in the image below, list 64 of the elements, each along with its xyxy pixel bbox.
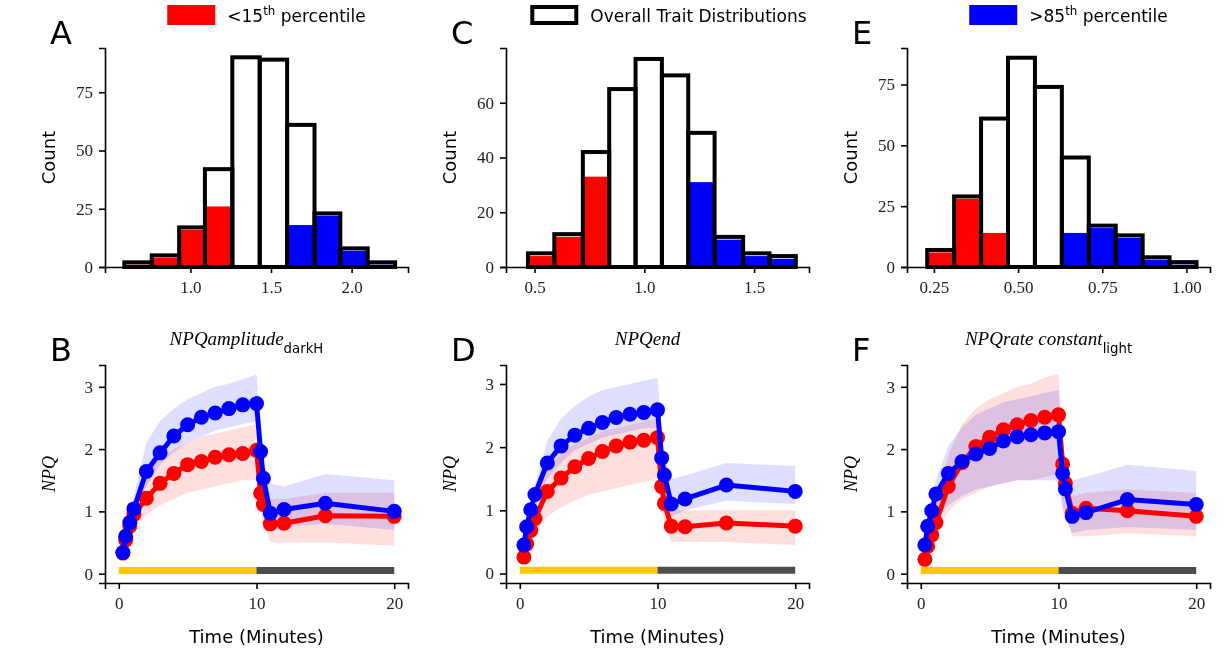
y-tick-label: 1: [84, 502, 93, 522]
y-tick-label: 25: [76, 199, 93, 219]
x-axis-title: Time (Minutes): [589, 626, 725, 647]
legend-label: Overall Trait Distributions: [590, 6, 807, 26]
x-tick-label: 20: [787, 594, 805, 614]
x-tick-label: 1.0: [634, 278, 656, 298]
y-tick-label: 3: [886, 377, 895, 397]
y-axis-title: NPQ: [440, 456, 460, 493]
y-tick-label: 50: [878, 136, 895, 156]
y-axis-title: Count: [840, 130, 861, 185]
y-tick-label: 3: [485, 374, 494, 394]
y-tick-label: 75: [76, 83, 93, 103]
text: F: [852, 331, 871, 369]
x-tick-label: 1.00: [1172, 278, 1202, 298]
y-tick-label: 0: [886, 564, 895, 584]
legend-label: >85$^{th}$ percentile: [1029, 4, 1168, 26]
text: B: [50, 331, 72, 369]
y-tick-label: 0: [485, 257, 494, 277]
x-tick-label: 20: [1188, 594, 1206, 614]
y-tick-label: 2: [84, 440, 93, 460]
x-tick-label: 0.50: [1003, 278, 1034, 298]
text: C: [451, 14, 474, 52]
y-tick-label: 75: [878, 75, 895, 95]
text: E: [852, 14, 873, 52]
x-tick-label: 0.25: [919, 278, 950, 298]
y-tick-label: 1: [485, 501, 494, 521]
x-tick-label: 0: [516, 594, 525, 614]
chart-title: NPQend: [613, 328, 681, 349]
y-tick-label: 0: [485, 564, 494, 584]
y-axis-title: NPQ: [841, 456, 861, 493]
x-axis-title: Time (Minutes): [188, 626, 324, 647]
y-tick-label: 3: [84, 377, 93, 397]
chart-title: NPQamplitude$_{darkH}$: [168, 328, 324, 356]
y-tick-label: 0: [84, 257, 93, 277]
y-tick-label: 0: [886, 257, 895, 277]
y-tick-label: 0: [84, 564, 93, 584]
x-tick-label: 0: [917, 594, 926, 614]
x-tick-label: 20: [386, 594, 404, 614]
y-tick-label: 20: [477, 203, 494, 223]
y-tick-label: 40: [477, 148, 494, 168]
y-tick-label: 2: [886, 440, 895, 460]
x-tick-label: 10: [649, 594, 667, 614]
x-tick-label: 1.5: [260, 278, 283, 298]
x-tick-label: 10: [1050, 594, 1068, 614]
y-axis-title: NPQ: [39, 456, 59, 493]
x-tick-label: 1.5: [743, 278, 766, 298]
legend-label: <15$^{th}$ percentile: [227, 4, 366, 26]
x-tick-label: 2.0: [341, 278, 363, 298]
y-tick-label: 2: [485, 438, 494, 458]
x-tick-label: 0.75: [1087, 278, 1118, 298]
y-tick-label: 25: [878, 197, 895, 217]
x-tick-label: 10: [248, 594, 266, 614]
y-tick-label: 60: [477, 93, 494, 113]
x-tick-label: 0.5: [524, 278, 546, 298]
y-tick-label: 1: [886, 502, 895, 522]
x-tick-label: 0: [115, 594, 124, 614]
chart-title: NPQrate constant$_{light}$: [963, 328, 1133, 356]
x-tick-label: 1.0: [180, 278, 202, 298]
text: D: [451, 331, 476, 369]
text: A: [50, 14, 72, 52]
y-axis-title: Count: [38, 130, 59, 185]
x-axis-title: Time (Minutes): [990, 626, 1126, 647]
y-axis-title: Count: [439, 130, 460, 185]
y-tick-label: 50: [76, 141, 93, 161]
